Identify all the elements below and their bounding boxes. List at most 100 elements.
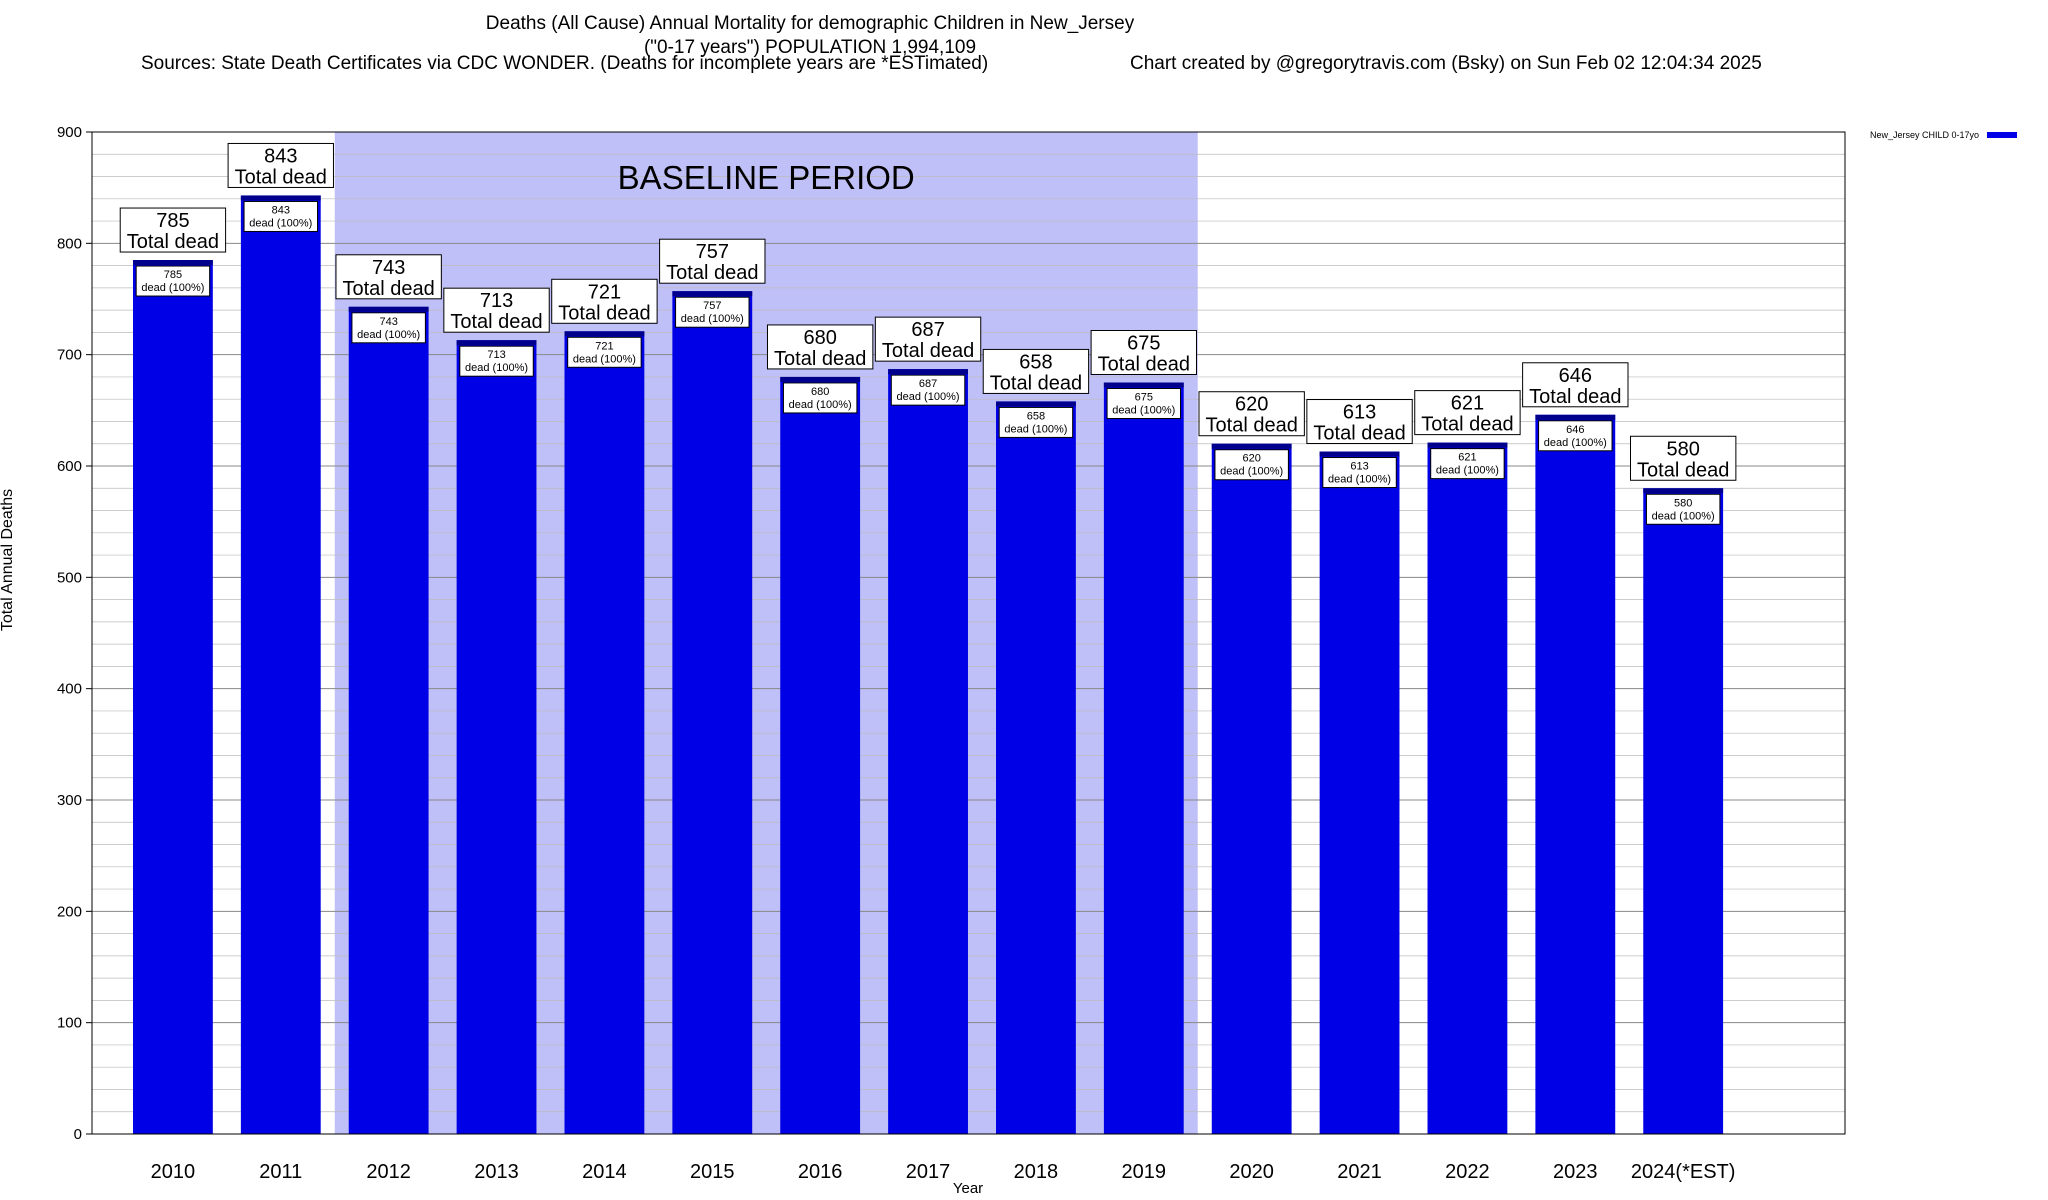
bar-inner-label-box	[567, 336, 642, 368]
y-axis-label: Total Annual Deaths	[0, 488, 16, 632]
bar-top-label-box	[335, 254, 442, 300]
chart-subtitle: ("0-17 years") POPULATION 1,994,109	[643, 37, 977, 58]
bar	[564, 331, 645, 1135]
bar-top-edge	[1211, 443, 1292, 449]
x-axis-label: Year	[952, 1180, 984, 1197]
bar-inner-label: dead (100%)	[1544, 437, 1607, 449]
y-tick-label: 700	[57, 347, 82, 364]
x-tick-label: 2022	[1445, 1161, 1490, 1183]
bar-top-value: 743	[372, 257, 405, 279]
bar-inner-value: 646	[1566, 424, 1584, 436]
bar	[1211, 443, 1292, 1134]
bar-top-edge	[780, 376, 861, 382]
bar-top-label-box	[119, 207, 227, 253]
bar-top-label: Total dead	[235, 166, 327, 188]
bar-inner-label-box	[243, 200, 319, 232]
bar-inner-label: dead (100%)	[1652, 510, 1715, 522]
plot-border	[91, 131, 1846, 1135]
x-tick-label: 2016	[798, 1161, 843, 1183]
bar-top-edge	[888, 369, 968, 375]
bar-top-value: 757	[696, 241, 729, 263]
bar-inner-label: dead (100%)	[465, 362, 528, 374]
bar-top-label-box	[1198, 391, 1305, 437]
bar-top-value: 785	[156, 210, 189, 232]
bar-inner-label-box	[1106, 388, 1182, 419]
y-tick-label: 800	[57, 235, 82, 252]
bar-top-label-box	[1306, 399, 1413, 445]
legend-swatch	[1987, 132, 2018, 138]
x-tick-label: 2024(*EST)	[1631, 1161, 1736, 1183]
bar-top-edge	[456, 340, 537, 346]
bar-top-label: Total dead	[1529, 386, 1621, 408]
bar	[1535, 414, 1616, 1135]
x-tick-label: 2013	[474, 1161, 519, 1183]
bar-top-label-box	[227, 142, 334, 188]
x-tick-label: 2021	[1337, 1161, 1382, 1183]
bar	[996, 401, 1076, 1135]
bar-top-edge	[240, 195, 321, 201]
legend: New_Jersey CHILD 0-17yo	[1870, 130, 2018, 140]
bar-inner-label: dead (100%)	[789, 399, 852, 411]
bar-top-value: 680	[803, 327, 836, 349]
x-tick-label: 2010	[151, 1161, 196, 1183]
bar-top-value: 621	[1451, 393, 1484, 415]
bar-inner-label-box	[351, 312, 426, 344]
y-tick-label: 100	[57, 1015, 82, 1032]
bar-inner-label: dead (100%)	[1112, 405, 1175, 417]
bar	[888, 369, 968, 1134]
bar-inner-label: dead (100%)	[1328, 474, 1391, 486]
bar-top-edge	[564, 331, 645, 337]
bar-top-label: Total dead	[343, 278, 435, 300]
bar-top-label: Total dead	[1421, 414, 1513, 436]
bar	[1103, 382, 1184, 1134]
bar-top-value: 721	[588, 281, 621, 303]
bar-top-label: Total dead	[450, 311, 542, 333]
x-tick-label: 2020	[1229, 1161, 1274, 1183]
bar	[780, 376, 861, 1134]
bar-top-label-box	[1522, 362, 1629, 408]
bar-top-label-box	[982, 348, 1090, 394]
bar-inner-label-box	[459, 345, 534, 377]
y-tick-label: 300	[57, 792, 82, 809]
bar-top-label-box	[874, 316, 982, 362]
bar-inner-label: dead (100%)	[1436, 465, 1499, 477]
bar	[132, 260, 213, 1134]
bar-inner-value: 680	[811, 386, 829, 398]
x-tick-label: 2023	[1553, 1161, 1598, 1183]
bar-inner-label-box	[1322, 457, 1397, 489]
bar-inner-value: 757	[703, 300, 721, 312]
bar-top-label: Total dead	[774, 348, 866, 370]
bar-top-edge	[1103, 382, 1184, 388]
bar-inner-label: dead (100%)	[141, 282, 204, 294]
bar-top-label-box	[443, 287, 550, 333]
chart-title-block: Deaths (All Cause) Annual Mortality for …	[0, 12, 1620, 60]
bar-top-label: Total dead	[666, 262, 758, 284]
bar	[1643, 488, 1724, 1134]
x-tick-label: 2012	[366, 1161, 411, 1183]
x-tick-label: 2014	[582, 1161, 627, 1183]
bar-inner-value: 621	[1458, 452, 1476, 464]
bar-top-edge	[672, 291, 753, 297]
bar-inner-label-box	[675, 296, 750, 328]
bar-top-value: 580	[1666, 438, 1699, 460]
chart-title: Deaths (All Cause) Annual Mortality for …	[485, 13, 1135, 34]
bar-top-value: 713	[480, 290, 513, 312]
bar-inner-label-box	[135, 265, 211, 297]
bar-inner-label-box	[1645, 493, 1721, 525]
bar-top-label: Total dead	[990, 372, 1082, 394]
bar-inner-label-box	[1430, 448, 1505, 480]
bar-top-edge	[348, 306, 429, 312]
bar-inner-value: 785	[164, 269, 182, 281]
bar-inner-label-box	[998, 406, 1074, 438]
chart-credit: Chart created by @gregorytravis.com (Bsk…	[1130, 53, 1762, 74]
y-tick-label: 200	[57, 903, 82, 920]
x-tick-label: 2017	[906, 1161, 951, 1183]
bar	[456, 340, 537, 1134]
bar-top-label: Total dead	[127, 231, 219, 253]
bar-top-edge	[132, 260, 213, 266]
baseline-period-label: BASELINE PERIOD	[618, 159, 915, 196]
bar-inner-value: 675	[1135, 392, 1153, 404]
y-tick-label: 500	[57, 569, 82, 586]
y-tick-label: 400	[57, 681, 82, 698]
bar-top-edge	[1535, 414, 1616, 420]
